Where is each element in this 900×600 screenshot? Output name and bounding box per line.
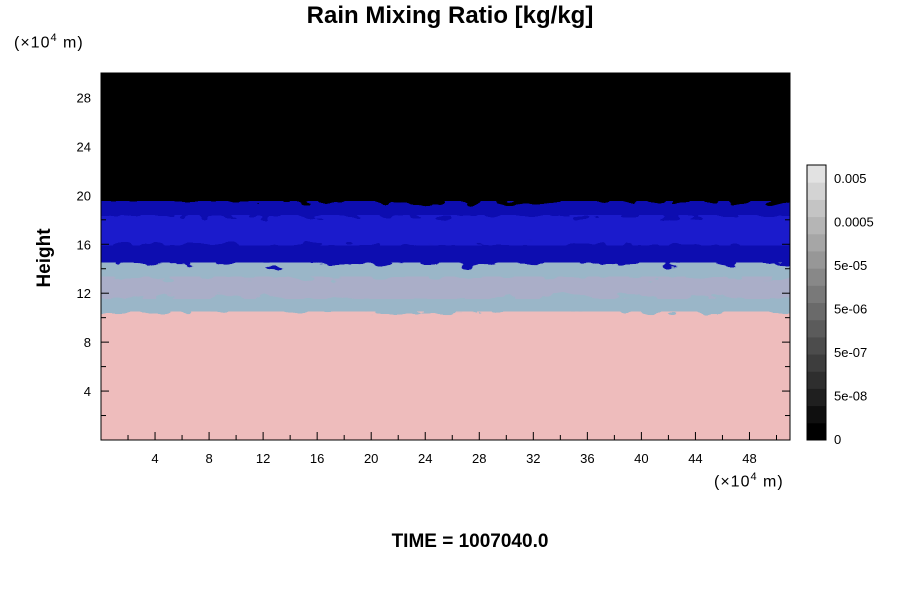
colorbar: 0.005 0.0005 5e-05 5e-06 5e-07 5e-08 0 bbox=[806, 164, 874, 447]
y-tick-label: 4 bbox=[84, 384, 91, 399]
x-tick-label: 24 bbox=[418, 451, 432, 466]
plot-frame bbox=[100, 72, 791, 441]
colorbar-tick-label: 0.005 bbox=[834, 171, 867, 186]
x-tick-label: 36 bbox=[580, 451, 594, 466]
colorbar-segment bbox=[807, 268, 826, 286]
colorbar-segment bbox=[807, 405, 826, 424]
colorbar-segment bbox=[807, 302, 826, 321]
heatmap-field bbox=[101, 73, 790, 440]
colorbar-segment bbox=[807, 216, 826, 235]
colorbar-tick-label: 0.0005 bbox=[834, 215, 874, 230]
y-tick-label: 8 bbox=[84, 335, 91, 350]
y-tick-label: 20 bbox=[77, 188, 91, 203]
colorbar-segment bbox=[807, 319, 826, 338]
colorbar-frame bbox=[806, 164, 827, 441]
colorbar-tick-label: 5e-05 bbox=[834, 258, 867, 273]
x-axis-unit: (×104 m) bbox=[714, 471, 784, 491]
colorbar-tick-label: 5e-08 bbox=[834, 389, 867, 404]
y-tick-label: 28 bbox=[77, 90, 91, 105]
x-tick-label: 48 bbox=[742, 451, 756, 466]
y-tick-label: 24 bbox=[77, 139, 91, 154]
x-tick-label: 16 bbox=[310, 451, 324, 466]
y-tick-label: 12 bbox=[77, 286, 91, 301]
x-tick-label: 12 bbox=[256, 451, 270, 466]
time-label: TIME = 1007040.0 bbox=[391, 531, 549, 552]
x-tick-label: 32 bbox=[526, 451, 540, 466]
x-tick-label: 40 bbox=[634, 451, 648, 466]
y-axis-unit: (×104 m) bbox=[14, 32, 84, 52]
layer-lower bbox=[101, 311, 790, 440]
colorbar-tick-label: 5e-07 bbox=[834, 345, 867, 360]
x-tick-label: 28 bbox=[472, 451, 486, 466]
colorbar-segment bbox=[807, 285, 826, 303]
colorbar-segment bbox=[807, 354, 826, 372]
colorbar-segment bbox=[807, 199, 826, 218]
colorbar-tick-label: 0 bbox=[834, 432, 841, 447]
colorbar-segment bbox=[807, 336, 826, 355]
y-tick-label: 16 bbox=[77, 237, 91, 252]
colorbar-segment bbox=[807, 233, 826, 252]
layer-mixed-violet bbox=[101, 276, 790, 299]
x-tick-label: 44 bbox=[688, 451, 702, 466]
colorbar-segment bbox=[807, 250, 826, 269]
colorbar-segment bbox=[807, 182, 826, 200]
colorbar-segment bbox=[807, 165, 826, 183]
colorbar-segment bbox=[807, 371, 826, 389]
x-tick-label: 20 bbox=[364, 451, 378, 466]
colorbar-tick-label: 5e-06 bbox=[834, 302, 867, 317]
layer-upper-core bbox=[101, 215, 790, 246]
colorbar-segment bbox=[807, 388, 826, 407]
colorbar-segment bbox=[807, 422, 826, 441]
x-tick-label: 4 bbox=[151, 451, 158, 466]
x-tick-label: 8 bbox=[205, 451, 212, 466]
chart-title: Rain Mixing Ratio [kg/kg] bbox=[306, 2, 594, 29]
